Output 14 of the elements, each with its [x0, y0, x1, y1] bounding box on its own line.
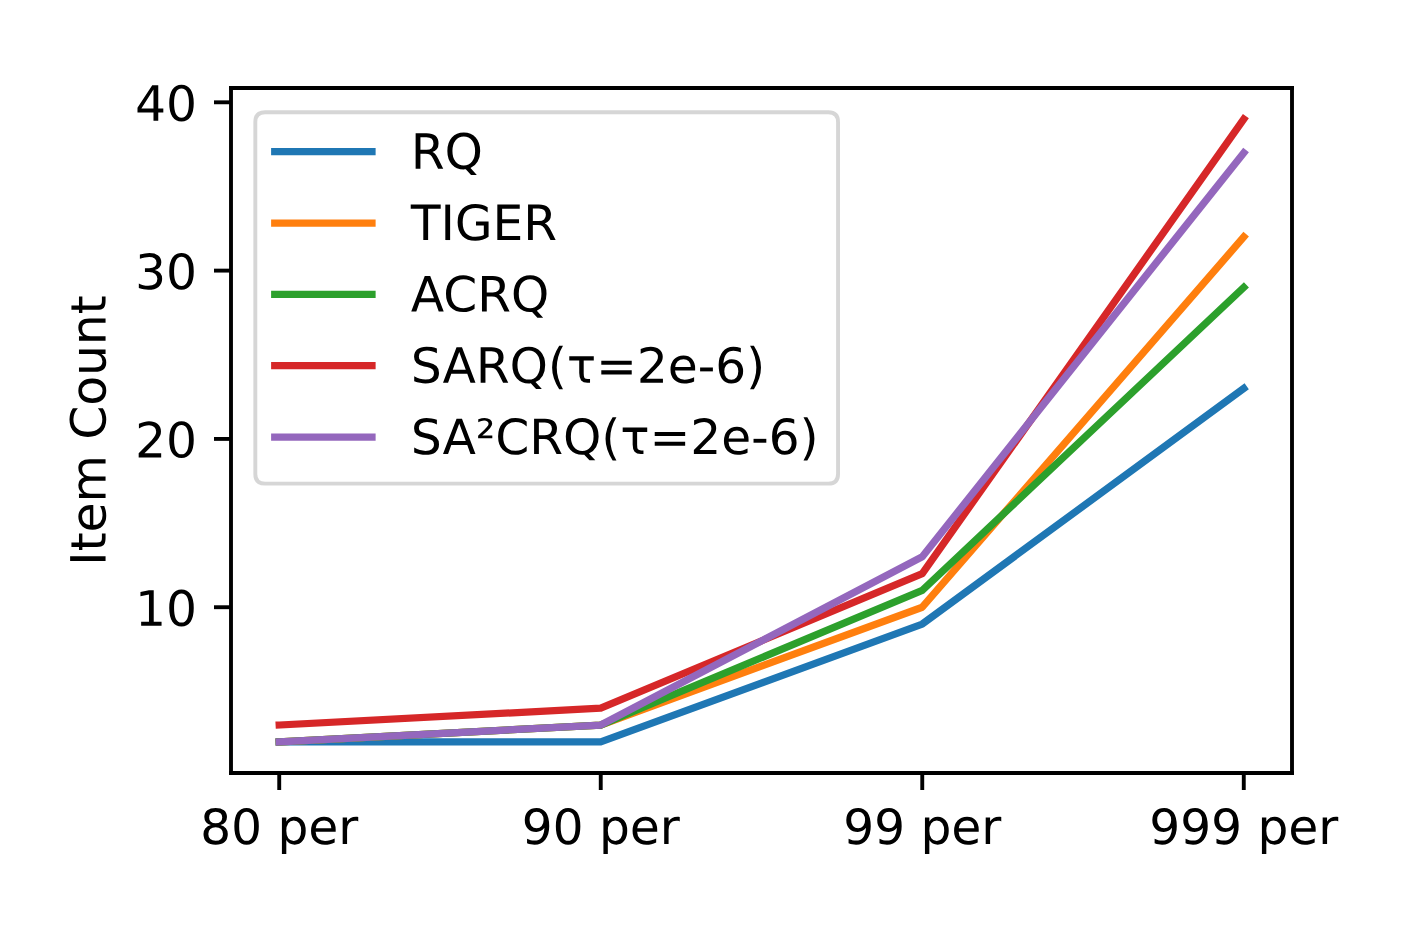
legend-label: TIGER — [410, 203, 556, 241]
legend-label: SA²CRQ(τ=2e-6) — [414, 417, 815, 461]
x-tick-label: 999 per — [1152, 807, 1339, 855]
legend-label: SARQ(τ=2e-6) — [414, 345, 761, 390]
y-tick-label: 20 — [138, 421, 194, 459]
y-tick-label: 10 — [140, 589, 194, 627]
legend-label: RQ — [415, 132, 481, 175]
x-tick-label: 80 per — [203, 807, 359, 855]
x-tick-label: 90 per — [524, 807, 680, 855]
y-tick-label: 30 — [138, 253, 194, 290]
x-tick-label: 99 per — [846, 807, 1002, 855]
y-axis-title: Item Count — [69, 296, 107, 561]
y-tick-label: 40 — [137, 84, 194, 122]
legend-label: ACRQ — [411, 275, 547, 318]
